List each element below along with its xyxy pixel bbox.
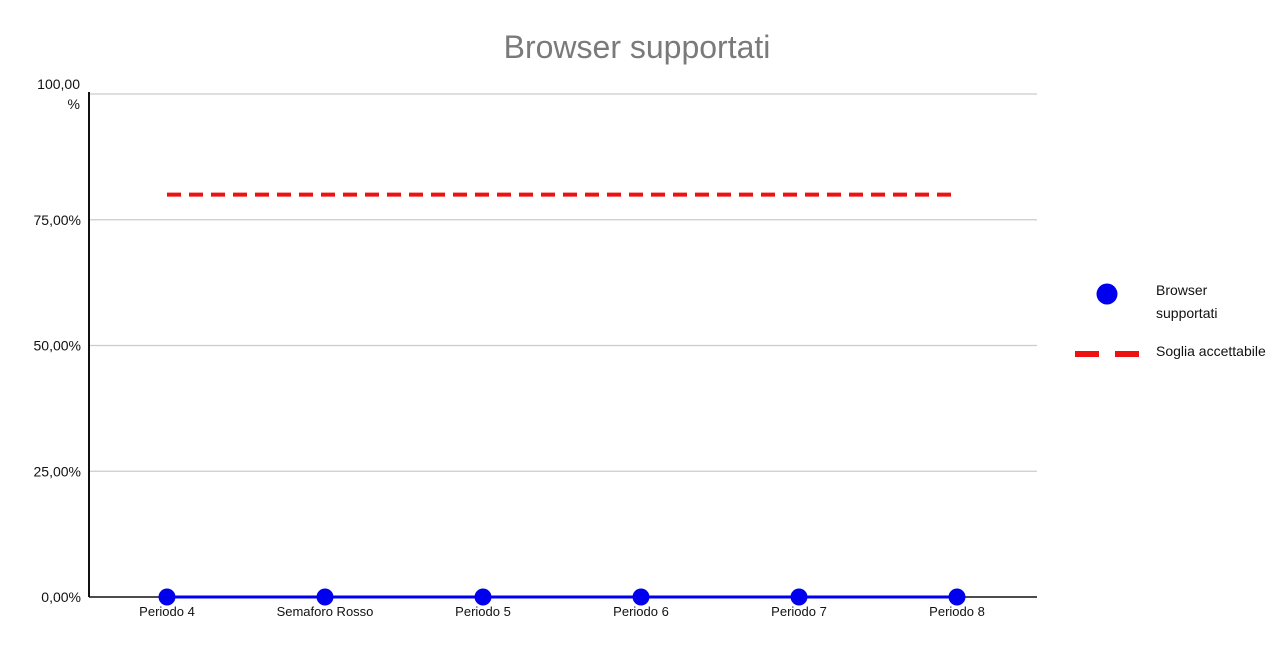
y-tick-label: 100,00% <box>37 76 80 112</box>
x-tick-label: Periodo 8 <box>929 604 985 619</box>
data-point <box>632 588 650 606</box>
x-tick-label: Periodo 4 <box>139 604 195 619</box>
legend-label-browser-supportati: Browser supportati <box>1156 282 1217 321</box>
data-point <box>158 588 176 606</box>
data-point <box>790 588 808 606</box>
series-browser-supportati <box>158 588 966 606</box>
x-tick-label: Periodo 7 <box>771 604 827 619</box>
y-tick-label: 0,00% <box>41 589 81 605</box>
axes <box>88 92 1037 598</box>
grid <box>89 93 1037 472</box>
chart-title: Browser supportati <box>504 29 771 65</box>
x-tick-label: Periodo 5 <box>455 604 511 619</box>
legend: Browser supportati Soglia accettabile <box>1075 282 1266 359</box>
series <box>158 192 966 606</box>
legend-marker-browser-supportati <box>1096 283 1118 305</box>
y-tick-label: 25,00% <box>34 463 81 479</box>
x-tick-label: Semaforo Rosso <box>277 604 374 619</box>
data-point <box>948 588 966 606</box>
y-axis-ticks: 0,00% 25,00% 50,00% 75,00% 100,00% <box>34 76 81 605</box>
y-tick-label: 75,00% <box>34 212 81 228</box>
y-tick-label: 50,00% <box>34 338 81 354</box>
data-point <box>316 588 334 606</box>
x-axis-ticks: Periodo 4 Semaforo Rosso Periodo 5 Periodo … <box>139 604 985 619</box>
data-point <box>474 588 492 606</box>
x-tick-label: Periodo 6 <box>613 604 669 619</box>
legend-label-soglia-accettabile: Soglia accettabile <box>1156 343 1266 359</box>
